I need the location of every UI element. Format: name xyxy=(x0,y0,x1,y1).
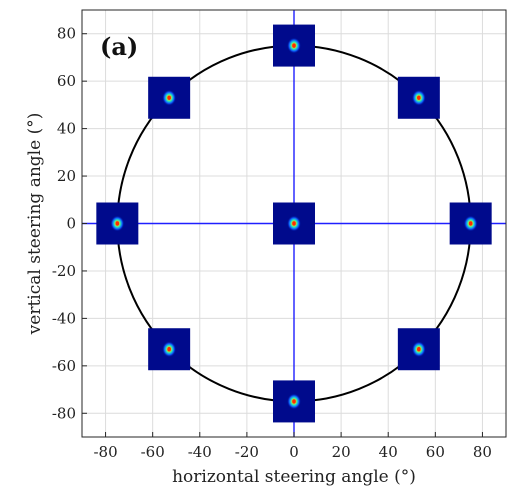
x-tick-label: 20 xyxy=(332,443,351,461)
y-tick-label: 40 xyxy=(57,120,76,138)
x-tick-label: 40 xyxy=(379,443,398,461)
y-tick-label: 20 xyxy=(57,167,76,185)
x-tick-label: -20 xyxy=(235,443,259,461)
inset-marker xyxy=(273,380,315,423)
beam-spot-core xyxy=(167,347,171,352)
y-tick-label: 0 xyxy=(66,215,76,233)
beam-spot-core xyxy=(468,221,473,226)
y-axis-label: vertical steering angle (°) xyxy=(25,113,45,336)
inset-marker xyxy=(273,24,315,67)
y-tick-label: -40 xyxy=(52,309,76,327)
beam-spot-core xyxy=(417,95,421,100)
y-tick-label: 60 xyxy=(57,72,76,90)
axis-ticks: -80 -60 -40 -20 0 20 40 60 80 -80 -60 -40 -20 0 20 40 60… xyxy=(52,25,492,461)
y-tick-label: 80 xyxy=(57,25,76,43)
inset-markers xyxy=(96,24,492,423)
inset-marker xyxy=(397,76,440,119)
inset-marker xyxy=(148,328,191,371)
y-tick-label: -20 xyxy=(52,262,76,280)
x-tick-label: 0 xyxy=(289,443,299,461)
inset-marker xyxy=(397,328,440,371)
y-tick-label: -80 xyxy=(52,404,76,422)
beam-spot-core xyxy=(417,347,421,352)
panel-label: (a) xyxy=(100,32,138,61)
inset-marker xyxy=(449,202,492,245)
x-tick-label: 80 xyxy=(473,443,492,461)
beam-spot-core xyxy=(292,399,296,404)
inset-marker xyxy=(148,76,191,119)
x-tick-label: -40 xyxy=(188,443,212,461)
x-tick-label: -80 xyxy=(93,443,117,461)
x-tick-label: -60 xyxy=(141,443,165,461)
inset-marker xyxy=(273,202,315,245)
beam-spot-core xyxy=(292,43,296,48)
beam-spot-core xyxy=(167,95,171,100)
y-tick-label: -60 xyxy=(52,357,76,375)
x-axis-label: horizontal steering angle (°) xyxy=(172,467,416,487)
x-tick-label: 60 xyxy=(426,443,445,461)
beam-spot-core xyxy=(115,221,120,226)
inset-marker xyxy=(96,202,139,245)
beam-spot-core xyxy=(292,221,296,226)
